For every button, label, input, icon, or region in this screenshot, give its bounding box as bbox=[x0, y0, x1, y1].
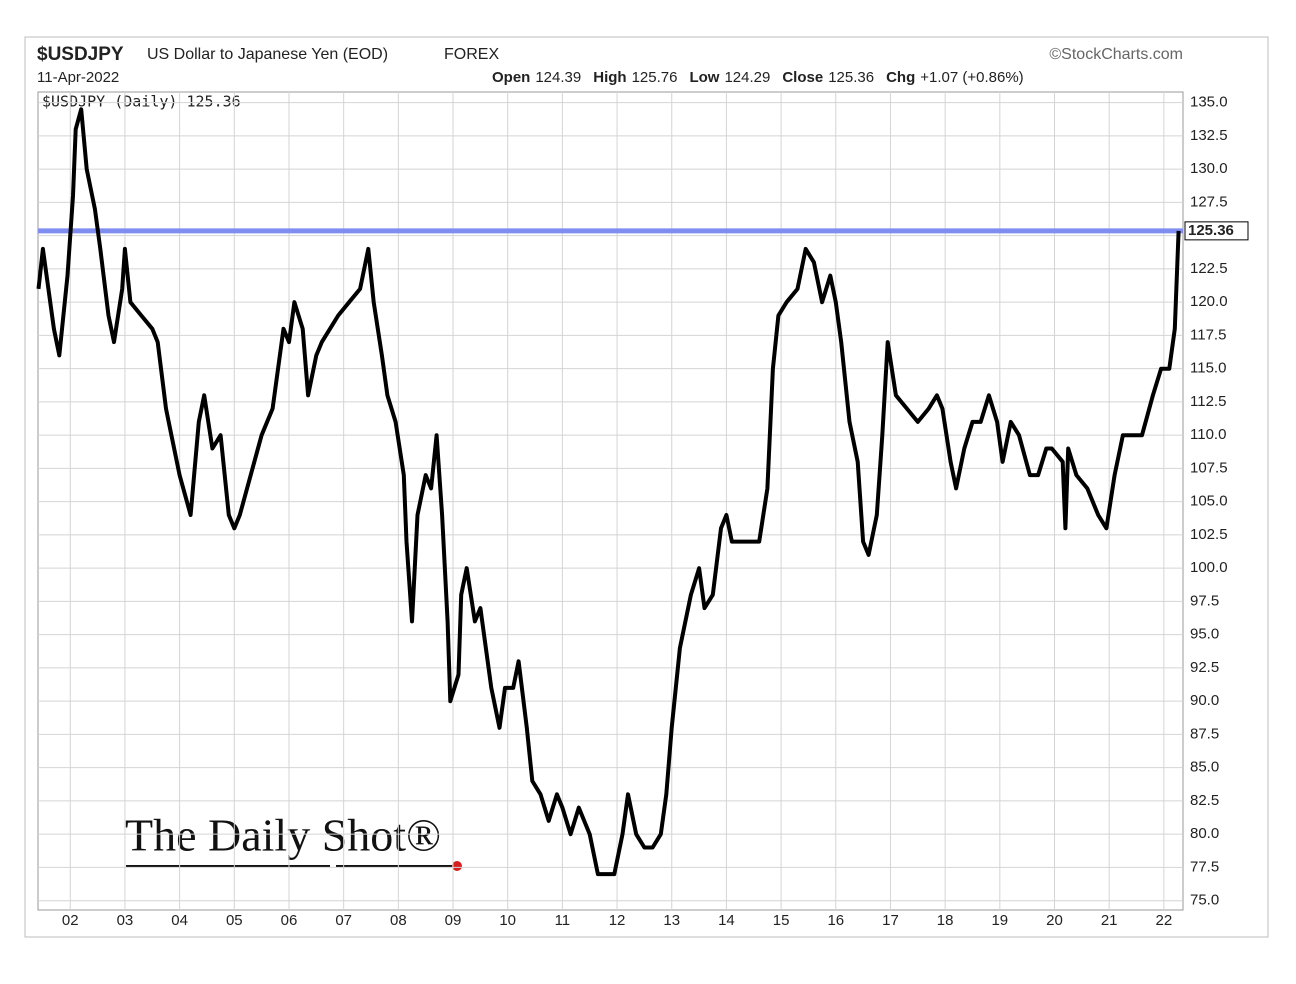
labels: 75.0 77.5 80.0 82.5 85.0 87.5 90.0 92.5 95.0 97.5… bbox=[62, 69, 1249, 929]
y-tick-label: 112.5 bbox=[1190, 393, 1226, 410]
y-tick-label: 120.0 bbox=[1190, 293, 1228, 310]
x-tick-label: 06 bbox=[281, 912, 298, 929]
chart-frame bbox=[24, 36, 1269, 938]
x-tick-label: 07 bbox=[335, 912, 352, 929]
quote-value: 125.36 bbox=[828, 69, 874, 86]
x-tick-label: 13 bbox=[663, 912, 680, 929]
y-tick-label: 117.5 bbox=[1190, 326, 1226, 343]
y-tick-label: 100.0 bbox=[1190, 559, 1228, 576]
quote-label: Open bbox=[492, 69, 530, 86]
y-tick-label: 87.5 bbox=[1190, 725, 1219, 742]
x-tick-label: 03 bbox=[117, 912, 134, 929]
y-tick-label: 130.0 bbox=[1190, 160, 1228, 177]
x-tick-label: 22 bbox=[1156, 912, 1173, 929]
x-tick-label: 05 bbox=[226, 912, 243, 929]
x-tick-label: 12 bbox=[609, 912, 626, 929]
y-tick-label: 90.0 bbox=[1190, 692, 1219, 709]
x-tick-label: 04 bbox=[171, 912, 188, 929]
quote-label: High bbox=[593, 69, 626, 86]
chart-subtitle: US Dollar to Japanese Yen (EOD) bbox=[147, 46, 388, 63]
y-tick-label: 127.5 bbox=[1190, 193, 1228, 210]
x-tick-label: 10 bbox=[499, 912, 516, 929]
y-tick-label: 110.0 bbox=[1190, 426, 1226, 443]
x-tick-label: 18 bbox=[937, 912, 954, 929]
y-tick-label: 85.0 bbox=[1190, 759, 1219, 776]
quote-value: 125.76 bbox=[632, 69, 678, 86]
y-tick-label: 107.5 bbox=[1190, 459, 1228, 476]
date: 11-Apr-2022 bbox=[37, 69, 119, 86]
x-tick-label: 02 bbox=[62, 912, 79, 929]
y-tick-label: 75.0 bbox=[1190, 892, 1219, 909]
quote-value: 124.29 bbox=[724, 69, 770, 86]
quote-value: +1.07 (+0.86%) bbox=[920, 69, 1023, 86]
y-tick-label: 82.5 bbox=[1190, 792, 1219, 809]
exchange: FOREX bbox=[444, 46, 499, 63]
marks bbox=[36, 107, 1183, 877]
x-tick-label: 20 bbox=[1046, 912, 1063, 929]
last-value-badge bbox=[1184, 221, 1249, 241]
quote-label: Chg bbox=[886, 69, 915, 86]
watermark-dot bbox=[452, 861, 462, 871]
y-tick-label: 105.0 bbox=[1190, 493, 1228, 510]
x-tick-label: 15 bbox=[773, 912, 790, 929]
y-tick-label: 95.0 bbox=[1190, 626, 1219, 643]
y-tick-label: 77.5 bbox=[1190, 858, 1219, 875]
y-tick-label: 80.0 bbox=[1190, 825, 1219, 842]
y-tick-label: 97.5 bbox=[1190, 592, 1219, 609]
source: ©StockCharts.com bbox=[1049, 46, 1183, 63]
y-tick-label: 102.5 bbox=[1190, 526, 1228, 543]
quote-label: Close bbox=[782, 69, 823, 86]
x-tick-label: 19 bbox=[991, 912, 1008, 929]
grid bbox=[38, 92, 1183, 910]
y-tick-label: 122.5 bbox=[1190, 260, 1228, 277]
chart-title: $USDJPY bbox=[37, 44, 124, 65]
x-tick-label: 09 bbox=[445, 912, 462, 929]
quote-label: Low bbox=[689, 69, 719, 86]
watermark: The Daily Shot® bbox=[125, 810, 441, 861]
x-tick-label: 21 bbox=[1101, 912, 1118, 929]
x-tick-label: 16 bbox=[827, 912, 844, 929]
legend: $USDJPY (Daily) 125.36 bbox=[42, 93, 241, 111]
x-tick-label: 14 bbox=[718, 912, 735, 929]
y-tick-label: 135.0 bbox=[1190, 94, 1228, 111]
y-tick-label: 115.0 bbox=[1190, 360, 1226, 377]
y-tick-label: 132.5 bbox=[1190, 127, 1228, 144]
x-tick-label: 08 bbox=[390, 912, 407, 929]
last-value-label: 125.36 bbox=[1188, 222, 1234, 239]
y-tick-label: 92.5 bbox=[1190, 659, 1219, 676]
plot-area bbox=[37, 91, 1184, 911]
x-tick-label: 11 bbox=[555, 912, 571, 929]
quote-value: 124.39 bbox=[535, 69, 581, 86]
x-tick-label: 17 bbox=[882, 912, 899, 929]
price-line bbox=[36, 107, 1181, 877]
